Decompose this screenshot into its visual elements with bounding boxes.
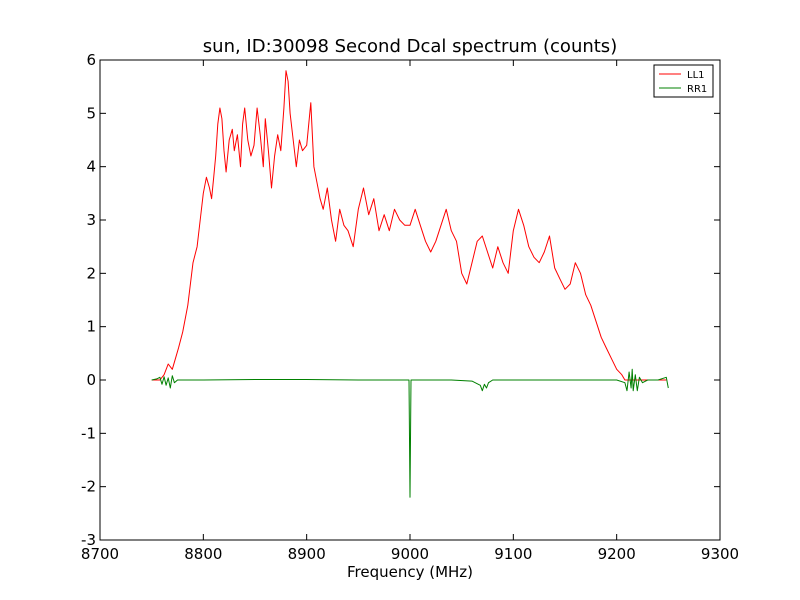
legend-label-rr1: RR1: [687, 84, 707, 95]
y-tick-label: 1: [86, 318, 96, 336]
series-line-ll1: [151, 70, 667, 381]
x-tick-label: 9200: [598, 545, 636, 563]
x-tick-label: 9000: [391, 545, 429, 563]
y-tick-label: -1: [81, 424, 96, 442]
x-tick-label: 8900: [288, 545, 326, 563]
y-tick-label: -3: [81, 531, 96, 549]
y-tick-label: -2: [81, 478, 96, 496]
y-tick-label: 3: [86, 211, 96, 229]
series-line-rr1: [151, 368, 669, 498]
x-tick-label: 9300: [701, 545, 739, 563]
x-tick-label: 8700: [81, 545, 119, 563]
x-axis-label: Frequency (MHz): [347, 563, 473, 581]
plot-area: [99, 59, 721, 541]
legend-box: [653, 64, 714, 98]
y-tick-label: 5: [86, 104, 96, 122]
series-layer: [151, 70, 669, 498]
y-tick-label: 2: [86, 264, 96, 282]
x-axis: 8700 8800 8900 9000 9100 9200 9300: [81, 60, 739, 563]
y-axis: -3 -2 -1 0 1 2 3 4 5 6: [81, 51, 720, 549]
y-tick-label: 4: [86, 158, 96, 176]
legend-label-ll1: LL1: [687, 70, 705, 81]
x-tick-label: 9100: [494, 545, 532, 563]
y-tick-label: 0: [86, 371, 96, 389]
y-tick-label: 6: [86, 51, 96, 69]
chart-title: sun, ID:30098 Second Dcal spectrum (coun…: [203, 36, 617, 57]
x-tick-label: 8800: [184, 545, 222, 563]
